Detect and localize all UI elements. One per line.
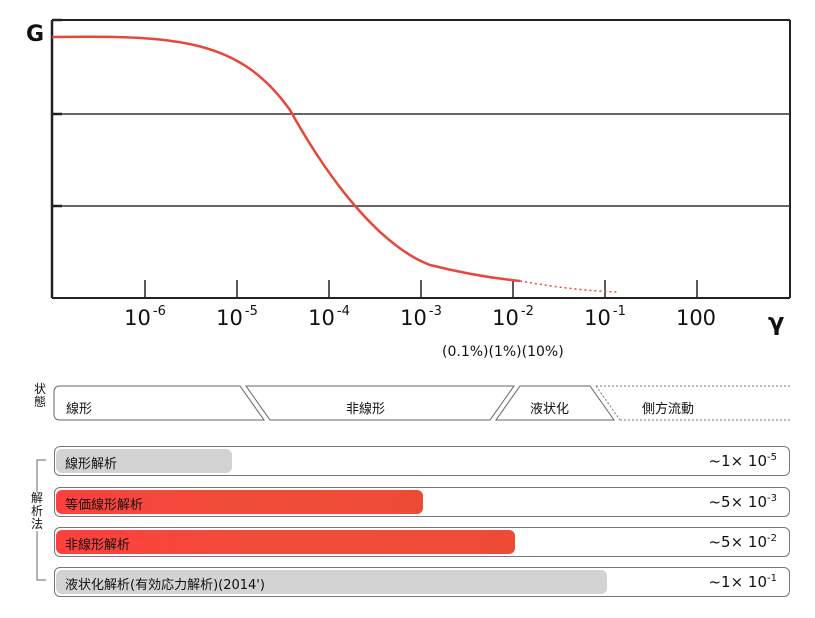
- modulus-reduction-chart: [50, 18, 791, 299]
- x-axis-label: γ: [768, 308, 785, 336]
- method-row-nonlinear: 非線形解析 ~5× 10-2: [54, 527, 790, 557]
- x-tick-label-3: 10 -4: [308, 304, 350, 330]
- state-segment-liquefaction: [495, 385, 615, 421]
- method-range: ~5× 10-2: [708, 533, 777, 551]
- method-range: ~1× 10-5: [708, 452, 777, 470]
- method-label: 線形解析: [65, 457, 118, 472]
- state-label-lateral-flow: 側方流動: [642, 402, 695, 417]
- method-row-liquefaction: 液状化解析(有効応力解析)(2014') ~1× 10-1: [54, 567, 790, 597]
- method-range: ~1× 10-1: [708, 573, 777, 591]
- state-label-liquefaction: 液状化: [530, 402, 570, 417]
- x-tick-label-2: 10 -5: [216, 304, 258, 330]
- methods-heading: 解析法: [30, 491, 44, 531]
- x-tick-label-7: 100: [675, 306, 717, 330]
- state-segment-nonlinear: [245, 385, 515, 421]
- x-tick-label-6: 10 -1: [584, 304, 626, 330]
- strain-percent-note: (0.1%)(1%)(10%): [442, 344, 564, 360]
- state-band: [53, 385, 790, 421]
- x-tick-label-4: 10 -3: [400, 304, 442, 330]
- x-tick-label-1: 10 -6: [124, 304, 166, 330]
- method-bar: [56, 449, 232, 473]
- state-label-linear: 線形: [66, 402, 93, 417]
- state-segment-lateral-flow: [595, 385, 790, 421]
- method-label: 等価線形解析: [65, 498, 144, 513]
- method-range: ~5× 10-3: [708, 493, 777, 511]
- reduction-curve-solid: [51, 35, 521, 283]
- method-label: 非線形解析: [65, 538, 131, 553]
- state-heading: 状態: [33, 382, 46, 409]
- state-segment-linear: [53, 385, 265, 421]
- reduction-curve-dotted: [519, 280, 619, 293]
- x-tick-label-5: 10 -2: [492, 304, 534, 330]
- method-row-linear: 線形解析 ~1× 10-5: [54, 446, 790, 476]
- method-bar: [56, 570, 607, 594]
- method-label: 液状化解析(有効応力解析)(2014'): [65, 578, 265, 593]
- method-bar: [56, 530, 515, 554]
- method-row-equivalent-linear: 等価線形解析 ~5× 10-3: [54, 487, 790, 517]
- y-axis-label: G: [26, 22, 45, 47]
- state-label-nonlinear: 非線形: [346, 402, 386, 417]
- method-bar: [56, 490, 423, 514]
